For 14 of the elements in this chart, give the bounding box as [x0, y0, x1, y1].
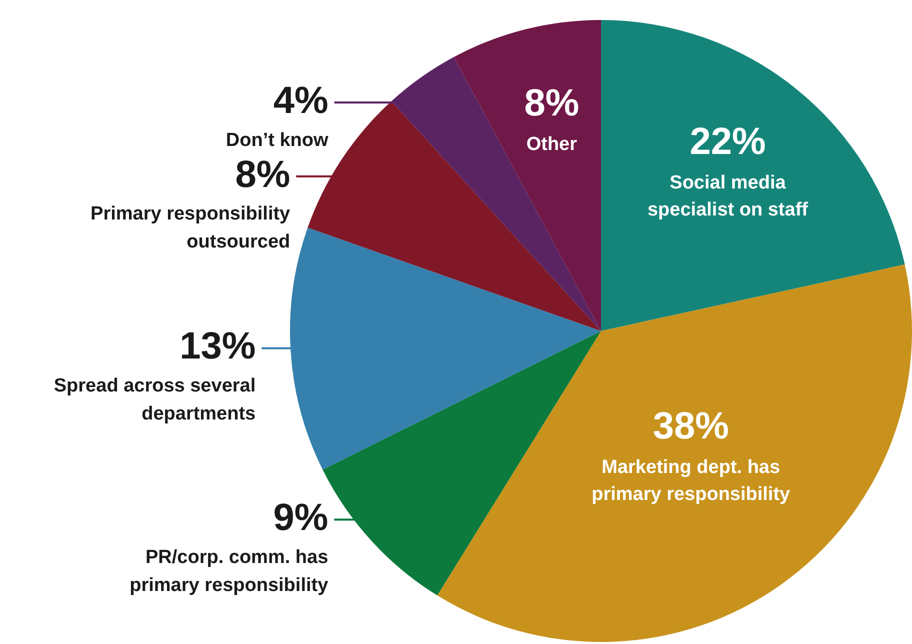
data-label: 4%: [273, 80, 328, 122]
slice-label: Don’t know: [226, 130, 328, 151]
slice-label: Marketing dept. has primary responsibility: [592, 457, 791, 506]
data-label: 13%: [180, 326, 256, 368]
slice-label: Social media specialist on staff: [647, 172, 809, 221]
slice-label: Primary responsibility outsourced: [90, 204, 291, 253]
data-label: 8%: [524, 82, 580, 124]
data-label: 38%: [652, 405, 729, 448]
data-label: 22%: [690, 120, 766, 163]
slice-label: Other: [526, 134, 578, 156]
data-label: 8%: [235, 154, 290, 196]
data-label: 9%: [273, 497, 328, 540]
slice-label: PR/corp. comm. has primary responsibility: [130, 546, 329, 596]
slice-label: Spread across several departments: [54, 375, 256, 424]
